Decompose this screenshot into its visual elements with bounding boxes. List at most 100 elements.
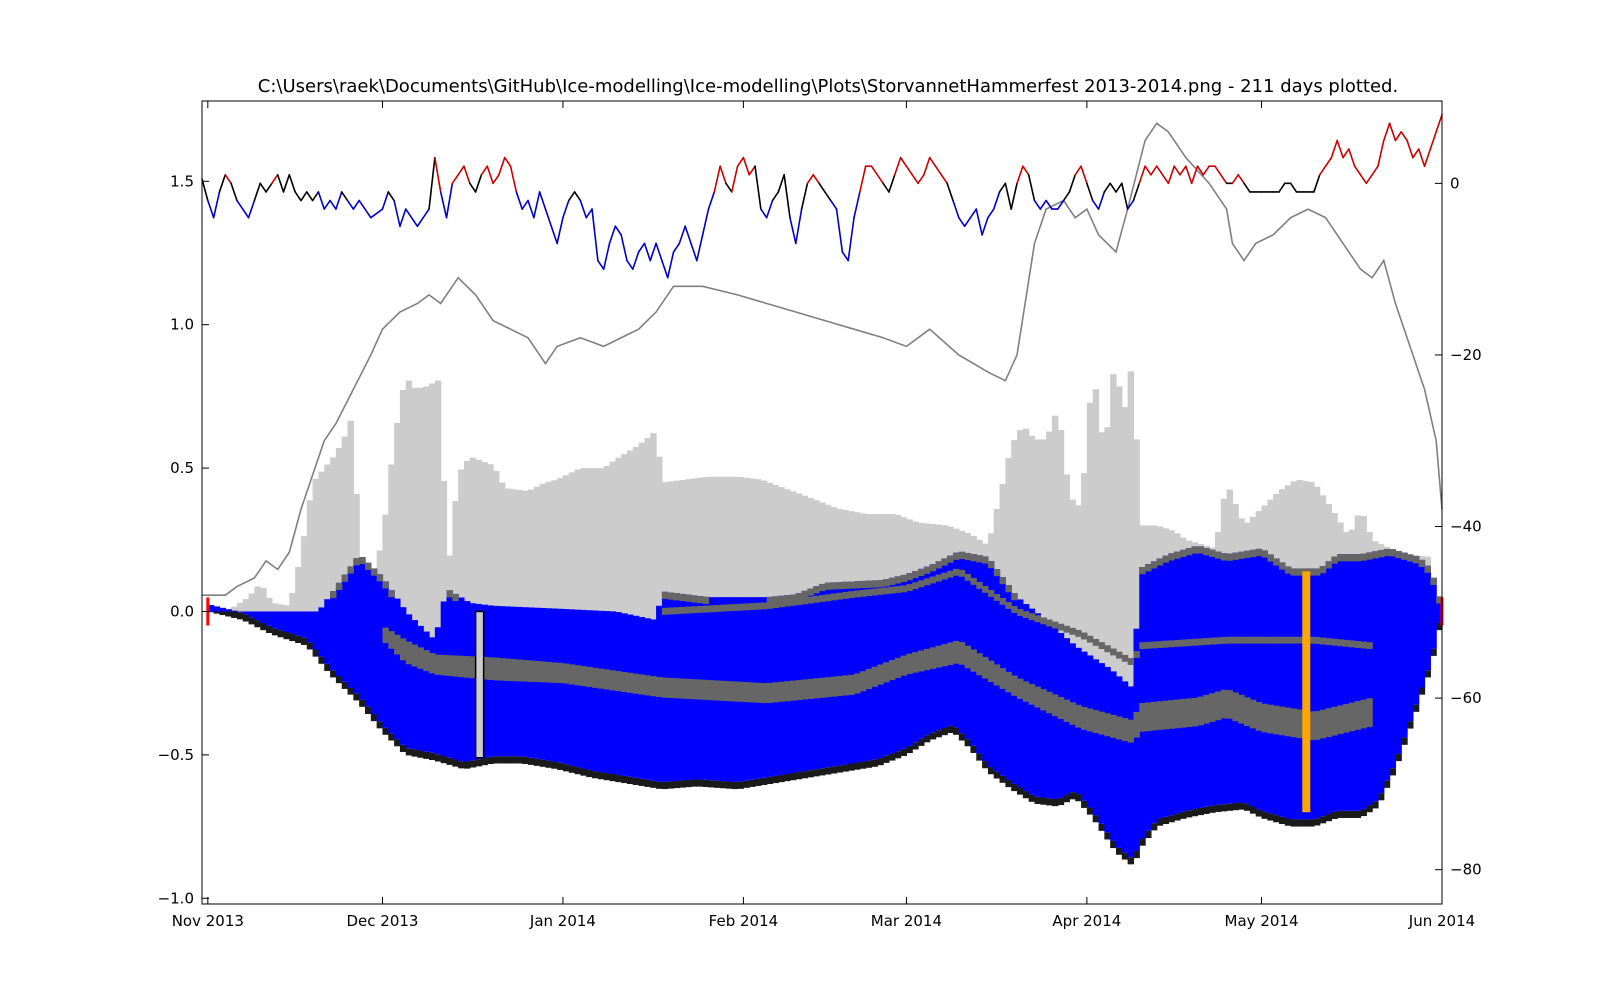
black-ice-bar xyxy=(854,581,861,763)
air-temperature-segment xyxy=(230,182,238,202)
black-ice-bar xyxy=(504,606,512,757)
air-temperature-segment xyxy=(911,173,919,185)
slush-bar xyxy=(1261,550,1268,558)
slush-bar xyxy=(824,677,832,698)
air-temperature-segment xyxy=(992,191,1001,210)
air-temperature-segment xyxy=(317,191,326,210)
snow-bar xyxy=(1325,503,1332,562)
air-temperature-segment xyxy=(1435,113,1443,133)
bottom-ice-bar xyxy=(824,767,832,775)
bottom-ice-bar xyxy=(1011,783,1018,792)
black-ice-bar xyxy=(842,581,849,765)
slush-bar xyxy=(906,584,913,592)
air-temperature-segment xyxy=(1406,139,1414,159)
slush-bar xyxy=(819,583,826,592)
black-ice-bar xyxy=(1389,549,1397,769)
air-temperature-segment xyxy=(236,199,244,210)
snow-bar xyxy=(772,484,779,597)
air-temperature-segment xyxy=(352,199,360,210)
air-temperature-segment xyxy=(789,216,797,245)
snow-bar xyxy=(1424,556,1431,566)
black-ice-bar xyxy=(1255,548,1263,810)
snow-bar xyxy=(295,567,302,612)
slush-bar xyxy=(1343,639,1350,647)
x-tick-label: Jan 2014 xyxy=(529,912,596,930)
slush-bar xyxy=(1191,697,1199,727)
air-temperature-segment xyxy=(1080,165,1088,185)
slush-bar xyxy=(819,677,826,698)
snow-bar xyxy=(1244,522,1251,551)
y-left-tick-label: 0.0 xyxy=(170,602,194,620)
slush-bar xyxy=(789,594,797,602)
snow-bar xyxy=(842,509,849,582)
slush-bar xyxy=(661,677,669,698)
snow-bar xyxy=(679,479,686,594)
snow-bar xyxy=(918,522,925,569)
snow-bar xyxy=(819,502,826,584)
bottom-ice-bar xyxy=(504,756,512,764)
bottom-ice-bar xyxy=(295,635,302,644)
slush-bar xyxy=(1051,621,1059,629)
slush-bar xyxy=(778,595,785,603)
slush-bar xyxy=(1162,640,1169,648)
bottom-ice-bar xyxy=(289,633,296,642)
slush-bar xyxy=(1232,552,1239,560)
air-temperature-segment xyxy=(1231,173,1240,185)
slush-bar xyxy=(522,659,529,682)
slush-bar xyxy=(947,642,954,666)
bottom-ice-bar xyxy=(516,756,523,764)
bottom-ice-bar xyxy=(1022,791,1030,799)
black-ice-bar xyxy=(266,611,273,626)
air-temperature-segment xyxy=(981,216,989,236)
slush-bar xyxy=(772,596,779,604)
bottom-ice-bar xyxy=(1348,810,1356,818)
slush-bar xyxy=(411,644,418,667)
air-temperature-segment xyxy=(719,165,727,185)
snow-bar xyxy=(493,470,500,606)
slush-bar xyxy=(941,644,948,667)
slush-bar xyxy=(1261,703,1268,733)
air-temperature-segment xyxy=(1243,182,1251,193)
bottom-ice-bar xyxy=(1028,794,1036,802)
slush-bar xyxy=(1290,568,1298,576)
snow-bar xyxy=(1040,439,1047,618)
bottom-ice-bar xyxy=(1232,803,1239,811)
bottom-ice-bar xyxy=(1040,797,1047,805)
slush-bar xyxy=(731,604,739,611)
slush-bar xyxy=(1162,700,1169,730)
air-temperature-segment xyxy=(1109,182,1117,193)
slush-bar xyxy=(923,578,931,586)
air-temperature-segment xyxy=(550,225,558,245)
snow-bar xyxy=(1377,544,1385,551)
snow-bar xyxy=(231,606,238,612)
black-ice-bar xyxy=(1273,558,1280,816)
black-ice-bar xyxy=(1226,553,1234,804)
snow-bar xyxy=(824,504,832,583)
slush-bar xyxy=(1098,642,1105,650)
bottom-ice-bar xyxy=(737,781,745,789)
snow-bar xyxy=(469,457,477,604)
black-ice-bar xyxy=(469,603,477,761)
slush-bar xyxy=(673,593,680,601)
bottom-ice-bar xyxy=(365,706,372,714)
black-ice-bar xyxy=(306,611,314,643)
black-ice-bar xyxy=(335,582,343,677)
snow-bar xyxy=(1220,498,1228,554)
air-temperature-segment xyxy=(399,208,407,228)
slush-bar xyxy=(504,658,512,681)
snow-bar xyxy=(236,602,244,612)
bottom-ice-bar xyxy=(277,630,285,638)
slush-bar xyxy=(1168,700,1175,729)
slush-bar xyxy=(1238,636,1245,644)
slush-layer xyxy=(330,546,1443,743)
snow-bar xyxy=(760,480,768,598)
air-temperature-segment xyxy=(562,199,570,219)
slush-bar xyxy=(1249,699,1257,729)
slush-bar xyxy=(661,591,669,599)
black-ice-bar xyxy=(824,582,832,768)
snow-bar xyxy=(1127,371,1135,687)
snow-bar xyxy=(1110,374,1117,672)
bottom-ice-bar xyxy=(819,768,826,776)
slush-bar xyxy=(1337,639,1344,647)
